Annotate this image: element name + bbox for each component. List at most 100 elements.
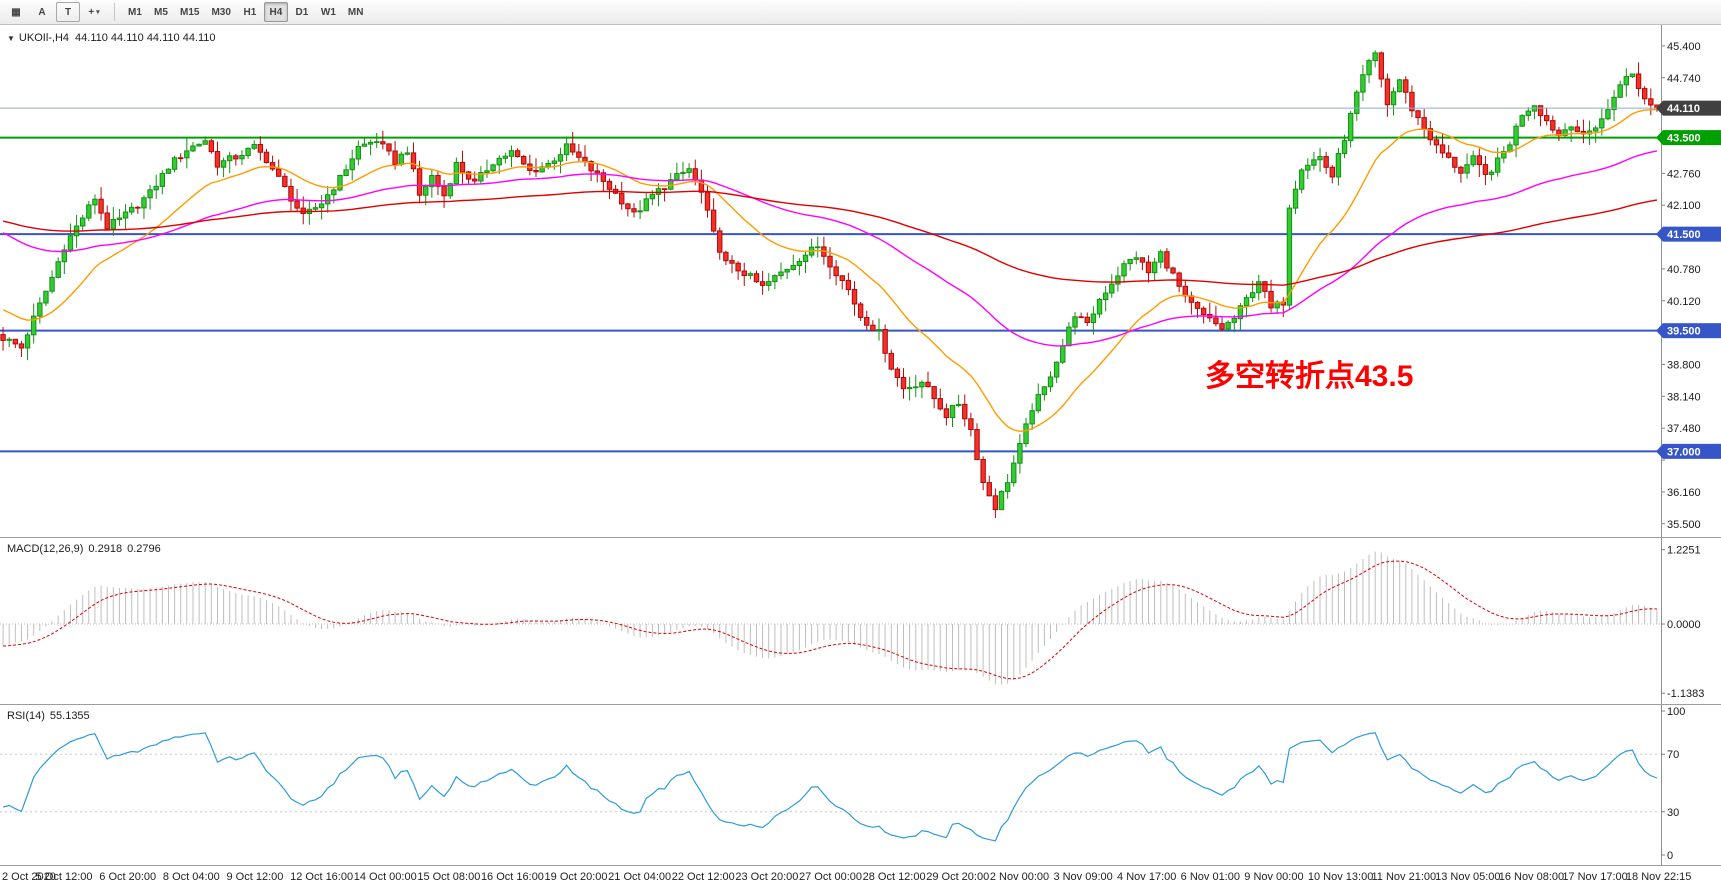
crosshair-tool-button[interactable]: + ▾ — [88, 6, 100, 18]
time-label: 14 Oct 00:00 — [353, 871, 417, 883]
timeframe-m5-button[interactable]: M5 — [154, 6, 168, 18]
chevron-down-icon: ▾ — [96, 9, 100, 16]
price-badge-43.500: 43.500 — [1656, 130, 1721, 146]
time-label: 18 Nov 22:15 — [1625, 871, 1692, 883]
tool-buttons: ▦ A T + ▾ — [4, 2, 106, 22]
rsi-line — [2, 732, 1658, 842]
svg-text:41.500: 41.500 — [1667, 229, 1701, 241]
timeframe-m1-button[interactable]: M1 — [128, 6, 142, 18]
time-label: 15 Oct 08:00 — [417, 871, 481, 883]
toolbar-separator — [114, 3, 115, 21]
time-label: 2 Oct 2020 — [2, 871, 56, 883]
price-badge-37.000: 37.000 — [1656, 443, 1721, 459]
time-label: 9 Oct 12:00 — [226, 871, 284, 883]
candles — [0, 50, 1660, 518]
price-badge-39.500: 39.500 — [1656, 323, 1721, 339]
svg-text:37.000: 37.000 — [1667, 446, 1701, 458]
svg-text:39.500: 39.500 — [1667, 326, 1701, 338]
time-axis[interactable]: 2 Oct 2020 5 Oct 12:00 6 Oct 20:00 8 Oct 04… — [0, 866, 1721, 894]
chart-window-button[interactable]: ▦ — [11, 6, 21, 18]
time-label: 11 Nov 21:00 — [1371, 871, 1437, 883]
time-label: 8 Oct 04:00 — [162, 871, 220, 883]
timeframe-mn-button[interactable]: MN — [347, 6, 364, 18]
time-label: 23 Oct 20:00 — [735, 871, 799, 883]
timeframe-w1-button[interactable]: W1 — [320, 6, 336, 18]
svg-text:37.480: 37.480 — [1667, 423, 1701, 435]
svg-text:35.500: 35.500 — [1667, 519, 1701, 531]
price-chart-panel[interactable]: 45.400 44.740 42.760 42.100 40.780 40.120 38.8… — [0, 25, 1721, 538]
macd-panel[interactable]: 1.2251 0.0000 -1.1383 MACD(12,26,9) 0.2918 0… — [0, 538, 1721, 705]
bid-price-badge: 44.110 — [1656, 100, 1721, 116]
macd-name: MACD(12,26,9) — [7, 543, 84, 555]
time-label: 16 Oct 16:00 — [480, 871, 544, 883]
time-label: 2 Nov 00:00 — [989, 871, 1050, 883]
svg-text:38.800: 38.800 — [1667, 359, 1701, 371]
timeframe-buttons: M1 M5 M15 M30 H1 H4 D1 W1 MN — [123, 2, 368, 22]
annotation-a-button[interactable]: A — [38, 6, 46, 18]
ma-slow-red — [2, 190, 1658, 286]
svg-text:44.740: 44.740 — [1667, 73, 1701, 85]
price-chart[interactable]: 45.400 44.740 42.760 42.100 40.780 40.120 38.8… — [0, 25, 1721, 537]
time-label: 4 Nov 17:00 — [1117, 871, 1177, 883]
price-badge-41.500: 41.500 — [1656, 226, 1721, 242]
annotation-text: 多空转折点43.5 — [1205, 360, 1414, 393]
time-label: 5 Oct 12:00 — [35, 871, 93, 883]
svg-text:1.2251: 1.2251 — [1667, 545, 1701, 557]
svg-text:-1.1383: -1.1383 — [1667, 688, 1704, 700]
rsi-label: RSI(14) 55.1355 — [7, 710, 95, 722]
time-label: 28 Oct 12:00 — [862, 871, 926, 883]
main-toolbar: ▦ A T + ▾ M1 M5 M15 M30 H1 H4 D1 W1 MN — [0, 0, 1721, 25]
svg-text:42.100: 42.100 — [1667, 200, 1701, 212]
text-tool-button[interactable]: T — [56, 2, 80, 22]
time-label: 27 Oct 00:00 — [799, 871, 862, 883]
svg-text:100: 100 — [1667, 706, 1685, 718]
svg-text:42.760: 42.760 — [1667, 168, 1701, 180]
chart-header: ▼ UKOIl-,H4 44.110 44.110 44.110 44.110 — [7, 32, 216, 44]
macd-signal-line — [3, 560, 1657, 680]
timeframe-h1-button[interactable]: H1 — [243, 6, 257, 18]
svg-text:40.780: 40.780 — [1667, 264, 1701, 276]
svg-text:0: 0 — [1667, 850, 1673, 862]
time-label: 21 Oct 04:00 — [608, 871, 672, 883]
svg-text:38.140: 38.140 — [1667, 391, 1701, 403]
rsi-name: RSI(14) — [7, 710, 45, 722]
time-label: 6 Oct 20:00 — [99, 871, 157, 883]
macd-histogram — [2, 551, 1658, 685]
time-label: 16 Nov 08:00 — [1498, 871, 1565, 883]
macd-main-value: 0.2918 — [88, 543, 123, 555]
symbol-menu-icon[interactable]: ▼ — [7, 34, 15, 43]
svg-text:44.110: 44.110 — [1667, 103, 1700, 115]
time-label: 9 Nov 00:00 — [1244, 871, 1304, 883]
time-label: 22 Oct 12:00 — [671, 871, 735, 883]
macd-label: MACD(12,26,9) 0.2918 0.2796 — [7, 543, 166, 555]
ohlc-values: 44.110 44.110 44.110 44.110 — [75, 32, 216, 44]
timeframe-h4-button[interactable]: H4 — [263, 2, 288, 22]
svg-text:45.400: 45.400 — [1667, 41, 1701, 53]
svg-text:40.120: 40.120 — [1667, 296, 1701, 308]
symbol-timeframe-label: UKOIl-,H4 — [18, 32, 70, 44]
rsi-panel[interactable]: 100 70 30 0 RSI(14) 55.1355 — [0, 705, 1721, 866]
rsi-chart[interactable]: 100 70 30 0 — [0, 705, 1721, 865]
rsi-value: 55.1355 — [49, 710, 90, 722]
timeframe-m15-button[interactable]: M15 — [180, 6, 200, 18]
macd-chart[interactable]: 1.2251 0.0000 -1.1383 — [0, 538, 1721, 704]
time-label: 13 Nov 05:00 — [1435, 871, 1501, 883]
ma-mid-magenta — [2, 150, 1658, 347]
time-label: 17 Nov 17:00 — [1562, 871, 1628, 883]
time-label: 19 Oct 20:00 — [544, 871, 608, 883]
time-label: 29 Oct 20:00 — [926, 871, 990, 883]
time-label: 12 Oct 16:00 — [290, 871, 354, 883]
svg-text:0.0000: 0.0000 — [1667, 619, 1701, 631]
ma-fast-orange — [2, 108, 1657, 433]
svg-text:70: 70 — [1667, 749, 1679, 761]
svg-text:43.500: 43.500 — [1667, 133, 1701, 145]
time-label: 6 Nov 01:00 — [1180, 871, 1240, 883]
timeframe-m30-button[interactable]: M30 — [211, 6, 231, 18]
svg-text:36.160: 36.160 — [1667, 487, 1701, 499]
time-label: 10 Nov 13:00 — [1307, 871, 1374, 883]
svg-text:30: 30 — [1667, 807, 1679, 819]
timeframe-d1-button[interactable]: D1 — [295, 6, 309, 18]
macd-signal-value: 0.2796 — [127, 543, 161, 555]
time-label: 3 Nov 09:00 — [1053, 871, 1113, 883]
